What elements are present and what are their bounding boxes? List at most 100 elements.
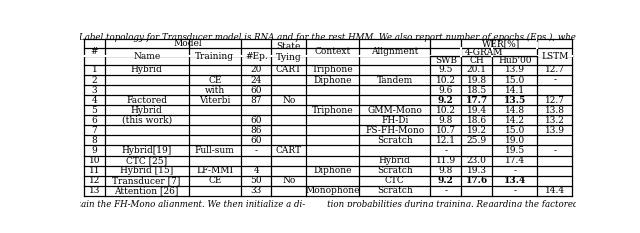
Text: 12.1: 12.1 bbox=[436, 136, 456, 145]
Text: 17.4: 17.4 bbox=[505, 156, 525, 165]
Text: Triphone: Triphone bbox=[312, 65, 353, 75]
Text: 15.0: 15.0 bbox=[505, 75, 525, 85]
Text: 7: 7 bbox=[92, 126, 97, 135]
Text: 9.6: 9.6 bbox=[438, 86, 453, 95]
Text: 14.4: 14.4 bbox=[545, 186, 564, 195]
Text: 13.8: 13.8 bbox=[545, 106, 564, 115]
Text: CH: CH bbox=[469, 56, 484, 65]
Text: 4-GRAM: 4-GRAM bbox=[465, 48, 503, 57]
Text: 19.5: 19.5 bbox=[505, 146, 525, 155]
Text: Hybrid[19]: Hybrid[19] bbox=[122, 146, 172, 155]
Text: 13.4: 13.4 bbox=[504, 176, 526, 185]
Text: CE: CE bbox=[208, 75, 221, 85]
Text: 86: 86 bbox=[251, 126, 262, 135]
Text: FS-FH-Mono: FS-FH-Mono bbox=[365, 126, 424, 135]
Text: 14.8: 14.8 bbox=[505, 106, 525, 115]
Text: No: No bbox=[282, 96, 296, 105]
Text: 18.6: 18.6 bbox=[467, 116, 487, 125]
Text: 60: 60 bbox=[251, 116, 262, 125]
Text: 23.0: 23.0 bbox=[467, 156, 487, 165]
Text: 3: 3 bbox=[92, 86, 97, 95]
Text: CART: CART bbox=[276, 146, 302, 155]
Text: 13.5: 13.5 bbox=[504, 96, 526, 105]
Text: 19.0: 19.0 bbox=[505, 136, 525, 145]
Text: CE: CE bbox=[208, 176, 221, 185]
Text: -: - bbox=[255, 146, 258, 155]
Text: 8: 8 bbox=[92, 136, 97, 145]
Text: 60: 60 bbox=[251, 86, 262, 95]
Text: 12: 12 bbox=[89, 176, 100, 185]
Text: Triphone: Triphone bbox=[312, 106, 353, 115]
Text: 12.7: 12.7 bbox=[545, 65, 564, 75]
Text: 17.7: 17.7 bbox=[466, 96, 488, 105]
Text: 4: 4 bbox=[92, 96, 97, 105]
Text: 12.7: 12.7 bbox=[545, 96, 564, 105]
Text: Scratch: Scratch bbox=[377, 136, 413, 145]
Text: Hub'00: Hub'00 bbox=[498, 56, 532, 65]
Text: -: - bbox=[513, 186, 516, 195]
Text: Hybrid: Hybrid bbox=[379, 156, 410, 165]
Text: -: - bbox=[553, 146, 556, 155]
Text: 18.5: 18.5 bbox=[467, 86, 487, 95]
Text: Context: Context bbox=[314, 47, 351, 56]
Text: 5: 5 bbox=[92, 106, 97, 115]
Text: 11: 11 bbox=[88, 166, 100, 175]
Text: State
Tying: State Tying bbox=[276, 42, 301, 62]
Text: Transducer [7]: Transducer [7] bbox=[113, 176, 181, 185]
Text: CTC: CTC bbox=[385, 176, 404, 185]
Text: 9.2: 9.2 bbox=[438, 96, 454, 105]
Text: CART: CART bbox=[276, 65, 302, 75]
Text: 10.2: 10.2 bbox=[436, 75, 456, 85]
Text: 19.4: 19.4 bbox=[467, 106, 487, 115]
Text: 24: 24 bbox=[251, 75, 262, 85]
Text: FH-Di: FH-Di bbox=[381, 116, 408, 125]
Text: 13.9: 13.9 bbox=[545, 126, 564, 135]
Text: 13.2: 13.2 bbox=[545, 116, 564, 125]
Text: LF-MMI: LF-MMI bbox=[196, 166, 234, 175]
Text: Hybrid [15]: Hybrid [15] bbox=[120, 166, 173, 175]
Text: Training: Training bbox=[195, 52, 234, 61]
Text: Factored: Factored bbox=[126, 96, 167, 105]
Text: (this work): (this work) bbox=[122, 116, 172, 125]
Text: -: - bbox=[513, 166, 516, 175]
Text: CTC [25]: CTC [25] bbox=[126, 156, 167, 165]
Text: WER[%]: WER[%] bbox=[482, 39, 520, 48]
Text: Diphone: Diphone bbox=[314, 75, 352, 85]
Text: 19.8: 19.8 bbox=[467, 75, 487, 85]
Text: 1: 1 bbox=[92, 65, 97, 75]
Text: -: - bbox=[444, 186, 447, 195]
Text: #Ep.: #Ep. bbox=[245, 52, 268, 61]
Text: 9.8: 9.8 bbox=[438, 166, 453, 175]
Text: 13: 13 bbox=[89, 186, 100, 195]
Text: No: No bbox=[282, 176, 296, 185]
Text: Model: Model bbox=[174, 39, 202, 48]
Text: 9.5: 9.5 bbox=[438, 65, 453, 75]
Text: 9.2: 9.2 bbox=[438, 176, 454, 185]
Text: Diphone: Diphone bbox=[314, 166, 352, 175]
Text: e obtain the FH-Mono alignment. We then initialize a di-        tion probabiliti: e obtain the FH-Mono alignment. We then … bbox=[59, 200, 597, 209]
Text: Monophone: Monophone bbox=[305, 186, 360, 195]
Text: Full-sum: Full-sum bbox=[195, 146, 235, 155]
Text: 13.9: 13.9 bbox=[505, 65, 525, 75]
Text: 87: 87 bbox=[251, 96, 262, 105]
Text: 2: 2 bbox=[92, 75, 97, 85]
Text: 10.2: 10.2 bbox=[436, 106, 456, 115]
Text: SWB: SWB bbox=[435, 56, 457, 65]
Text: 4: 4 bbox=[253, 166, 259, 175]
Text: Hybrid: Hybrid bbox=[131, 65, 163, 75]
Text: 19.3: 19.3 bbox=[467, 166, 487, 175]
Text: 50: 50 bbox=[250, 176, 262, 185]
Text: 11.9: 11.9 bbox=[436, 156, 456, 165]
Text: 9: 9 bbox=[92, 146, 97, 155]
Text: 20.1: 20.1 bbox=[467, 65, 487, 75]
Text: 10: 10 bbox=[88, 156, 100, 165]
Text: 15.0: 15.0 bbox=[505, 126, 525, 135]
Text: with: with bbox=[205, 86, 225, 95]
Text: 14.2: 14.2 bbox=[505, 116, 525, 125]
Text: Alignment: Alignment bbox=[371, 47, 419, 56]
Text: 25.9: 25.9 bbox=[467, 136, 487, 145]
Text: Attention [26]: Attention [26] bbox=[115, 186, 179, 195]
Text: 33: 33 bbox=[251, 186, 262, 195]
Text: 19.2: 19.2 bbox=[467, 126, 487, 135]
Text: 60: 60 bbox=[251, 136, 262, 145]
